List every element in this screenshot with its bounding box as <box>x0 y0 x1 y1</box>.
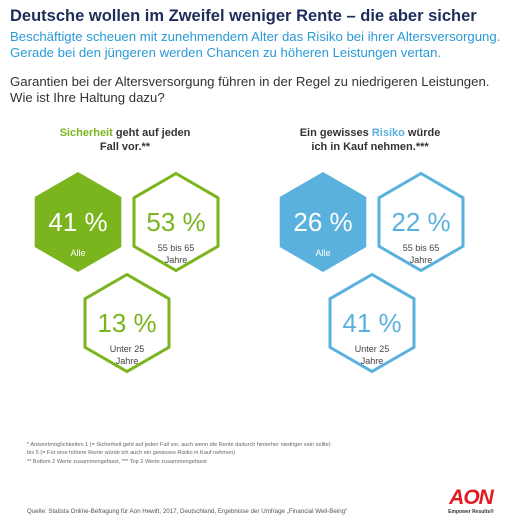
hexagon-category-label: 55 bis 65 <box>403 243 440 253</box>
hexagon-value-label: 41 % <box>342 308 401 338</box>
hexagon-sicherheit-2 <box>83 272 171 374</box>
hexagon-risiko-1 <box>377 171 465 273</box>
aon-logo: AON Empower Results® <box>441 487 501 517</box>
survey-question: Garantien bei der Altersversorgung führe… <box>10 74 490 105</box>
hexagon-value-label: 26 % <box>293 207 352 237</box>
footnote-1: * Antwortmöglichkeiten 1 (= Sicherheit g… <box>27 442 331 448</box>
hexagon-category-label: Jahre <box>361 356 384 366</box>
hexagon-category-label: Unter 25 <box>355 344 390 354</box>
hexagon-category-label: Jahre <box>165 255 188 265</box>
group-label-prefix: Ein gewisses <box>299 127 372 139</box>
hexagon-risiko-2 <box>328 272 416 374</box>
group-label-risiko: Ein gewisses Risiko würde ich in Kauf ne… <box>265 126 475 154</box>
hexagon-category-label: 55 bis 65 <box>158 243 195 253</box>
group-label-sicherheit: Sicherheit geht auf jeden Fall vor.** <box>20 126 230 154</box>
hexagon-category-label: Alle <box>315 248 330 258</box>
group-label-keyword: Risiko <box>371 127 405 139</box>
group-label-text-line2: ich in Kauf nehmen.*** <box>311 141 429 153</box>
hexagon-category-label: Jahre <box>116 356 139 366</box>
page-title: Deutsche wollen im Zweifel weniger Rente… <box>10 7 477 25</box>
hexagon-category-label: Alle <box>70 248 85 258</box>
hexagon-value-label: 13 % <box>97 308 156 338</box>
group-label-text: geht auf jeden <box>112 127 191 139</box>
group-label-keyword: Sicherheit <box>59 127 113 139</box>
group-label-text-line2: Fall vor.** <box>99 141 151 153</box>
hexagon-value-label: 53 % <box>146 207 205 237</box>
hexagon-value-label: 22 % <box>391 207 450 237</box>
hexagon-sicherheit-1 <box>132 171 220 273</box>
hexagon-category-label: Unter 25 <box>110 344 145 354</box>
page-subtitle: Beschäftigte scheuen mit zunehmendem Alt… <box>10 29 501 60</box>
hexagon-category-label: Jahre <box>410 255 433 265</box>
logo-wordmark: AON <box>449 486 494 509</box>
hexagon-sicherheit-0 <box>34 172 122 272</box>
source-note: Quelle: Statista Online-Befragung für Ao… <box>27 508 348 515</box>
hexagon-risiko-0 <box>279 172 367 272</box>
footnote-3: ** Bottom 2 Werte zusammengefasst, *** T… <box>27 459 207 465</box>
group-label-text: würde <box>404 127 441 139</box>
logo-tagline: Empower Results® <box>448 509 494 515</box>
footnote-2: bis 5 (= Für eine höhere Rente würde ich… <box>27 450 236 456</box>
hexagon-value-label: 41 % <box>48 207 107 237</box>
